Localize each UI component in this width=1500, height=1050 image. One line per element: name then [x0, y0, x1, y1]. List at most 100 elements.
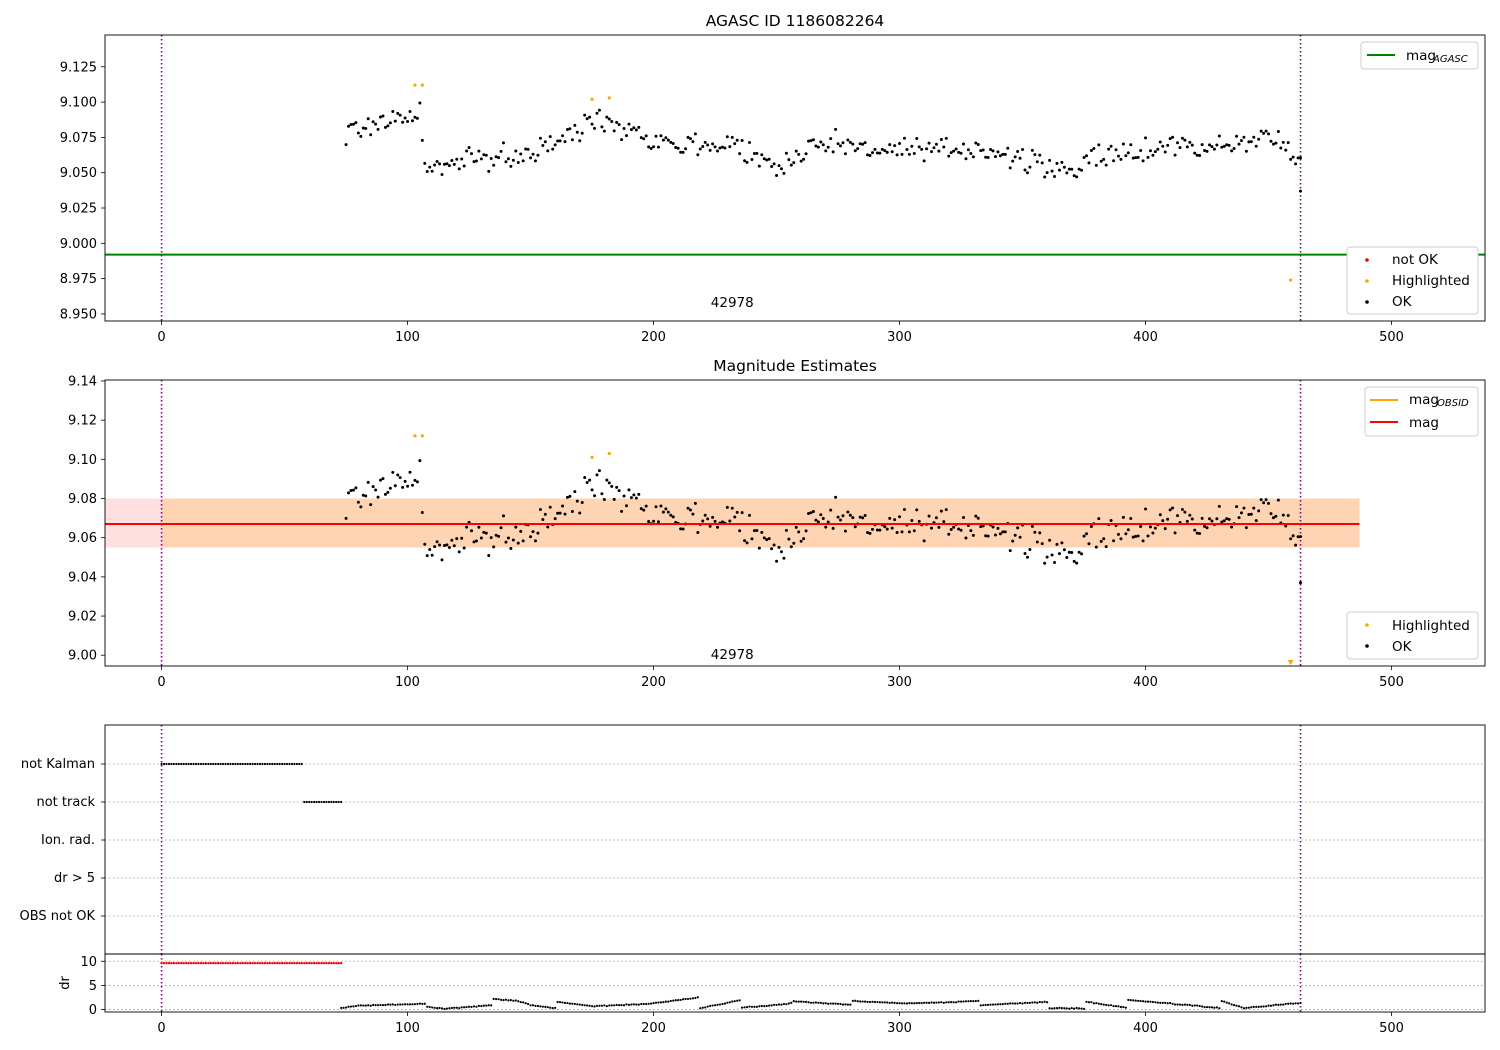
- dr-point: [696, 996, 699, 999]
- ok-point: [595, 473, 599, 477]
- ok-point: [1254, 144, 1258, 148]
- ok-point: [755, 528, 759, 532]
- ok-point: [521, 159, 525, 163]
- dr-flag-point: [317, 961, 321, 965]
- flag-point: [337, 800, 340, 804]
- flag-point: [187, 762, 190, 766]
- ok-point: [1075, 175, 1079, 179]
- category-label: Ion. rad.: [41, 833, 95, 848]
- ok-point: [1072, 559, 1076, 563]
- dr-point: [632, 1003, 635, 1006]
- dr-point: [1011, 1002, 1014, 1005]
- ok-point: [750, 537, 754, 541]
- dr-point: [1245, 1006, 1248, 1009]
- dr-point: [1250, 1006, 1253, 1009]
- ok-point: [816, 145, 820, 149]
- dr-point: [625, 1003, 628, 1006]
- ok-point: [639, 136, 643, 140]
- ok-point: [447, 164, 451, 168]
- dr-point: [891, 1001, 894, 1004]
- ok-point: [814, 144, 818, 148]
- ok-point: [846, 510, 850, 514]
- flag-point: [192, 762, 195, 766]
- ok-point: [1144, 136, 1148, 140]
- ok-point: [962, 142, 966, 146]
- flag-point: [288, 762, 291, 766]
- dr-point: [1294, 1002, 1297, 1005]
- dr-point: [927, 1001, 931, 1005]
- dr-point: [898, 1002, 901, 1005]
- ok-point: [1013, 533, 1017, 537]
- dr-point: [1107, 1004, 1110, 1007]
- dr-point: [1134, 999, 1137, 1002]
- ok-point: [895, 153, 899, 157]
- ok-point: [991, 149, 995, 153]
- dr-flag-point: [288, 961, 291, 965]
- dr-point: [814, 1001, 818, 1004]
- dr-point: [1237, 1005, 1241, 1008]
- legend-label-not-ok: not OK: [1392, 252, 1439, 268]
- dr-point: [979, 1004, 982, 1007]
- category-label: not track: [36, 795, 95, 810]
- dr-point: [354, 1004, 358, 1008]
- ok-point: [511, 538, 515, 542]
- dr-point: [477, 1004, 481, 1007]
- ok-point: [841, 141, 845, 145]
- ok-point: [561, 134, 565, 138]
- dr-point: [1087, 1001, 1091, 1004]
- dr-point: [770, 1004, 773, 1007]
- ok-point: [898, 515, 902, 519]
- ok-point: [1134, 534, 1138, 538]
- ok-point: [649, 146, 653, 150]
- dr-point: [1208, 1006, 1211, 1009]
- ok-point: [711, 142, 715, 146]
- ok-point: [1235, 134, 1239, 138]
- ok-point: [460, 536, 464, 540]
- ok-point: [642, 508, 646, 512]
- dr-point: [376, 1004, 380, 1007]
- dr-point: [615, 1003, 618, 1007]
- dr-point: [527, 1002, 530, 1006]
- legend-box: [1346, 246, 1479, 315]
- ok-point: [1225, 517, 1229, 521]
- ok-point: [1028, 165, 1032, 169]
- ok-point: [637, 492, 641, 496]
- dr-point: [627, 1003, 631, 1006]
- ok-point: [593, 126, 597, 130]
- ok-point: [681, 527, 685, 531]
- ok-point: [693, 501, 697, 505]
- ok-point: [526, 147, 530, 151]
- dr-point: [1218, 1007, 1221, 1010]
- ok-point: [612, 497, 616, 501]
- ok-point: [602, 498, 606, 502]
- ok-point: [349, 489, 353, 493]
- ok-point: [410, 119, 414, 123]
- dr-point: [475, 1005, 478, 1008]
- dr-point: [1215, 1006, 1218, 1009]
- ok-point: [627, 488, 631, 492]
- ok-point: [1252, 506, 1256, 510]
- ok-point: [797, 152, 801, 156]
- dr-flag-point: [244, 961, 247, 965]
- ok-point: [558, 139, 562, 143]
- ok-point: [509, 164, 513, 168]
- dr-point: [713, 1004, 717, 1007]
- dr-flag-point: [204, 961, 208, 965]
- ok-point: [1294, 162, 1298, 166]
- y-tick-label: 9.12: [68, 414, 97, 429]
- ok-point: [703, 513, 707, 517]
- dr-point: [1073, 1007, 1076, 1010]
- dr-point: [994, 1003, 997, 1006]
- dr-flag-point: [285, 961, 289, 965]
- ok-point: [1011, 159, 1015, 163]
- ok-point: [770, 547, 774, 551]
- y-tick-label: 9.00: [68, 649, 97, 664]
- ok-point: [1220, 145, 1224, 149]
- dr-point: [1001, 1003, 1004, 1006]
- dr-flag-point: [192, 961, 195, 965]
- ok-point: [602, 129, 606, 133]
- dr-point: [522, 1001, 525, 1004]
- dr-point: [595, 1004, 599, 1008]
- ok-point: [610, 484, 614, 488]
- ok-point: [1134, 156, 1138, 160]
